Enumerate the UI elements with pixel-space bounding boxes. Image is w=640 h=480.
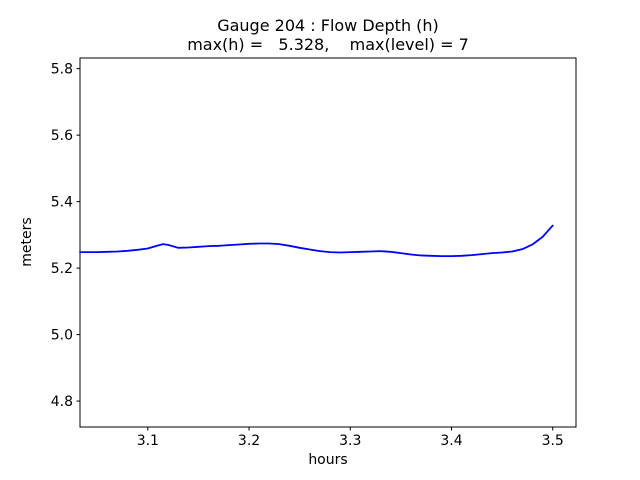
chart-title: Gauge 204 : Flow Depth (h) bbox=[217, 16, 439, 35]
plot-area-border bbox=[79, 57, 577, 428]
x-tick-label: 3.4 bbox=[440, 433, 462, 449]
x-tick-label: 3.3 bbox=[339, 433, 361, 449]
x-tick-label: 3.1 bbox=[137, 433, 159, 449]
x-axis-ticks: 3.1 3.2 3.3 3.4 3.5 bbox=[137, 427, 564, 449]
y-axis-ticks: 4.8 5.0 5.2 5.4 5.6 5.8 bbox=[51, 62, 80, 410]
y-tick-label: 5.4 bbox=[51, 195, 73, 211]
y-tick-label: 5.8 bbox=[51, 62, 73, 78]
y-tick-label: 4.8 bbox=[51, 394, 73, 410]
chart-subtitle: max(h) = 5.328, max(level) = 7 bbox=[187, 35, 469, 54]
y-tick-label: 5.2 bbox=[51, 261, 73, 277]
x-axis-label: hours bbox=[308, 452, 347, 468]
y-axis-label: meters bbox=[19, 217, 35, 266]
x-tick-label: 3.5 bbox=[542, 433, 564, 449]
flow-depth-line bbox=[79, 224, 554, 258]
y-tick-label: 5.6 bbox=[51, 128, 73, 144]
y-tick-label: 5.0 bbox=[51, 328, 73, 344]
x-tick-label: 3.2 bbox=[238, 433, 260, 449]
